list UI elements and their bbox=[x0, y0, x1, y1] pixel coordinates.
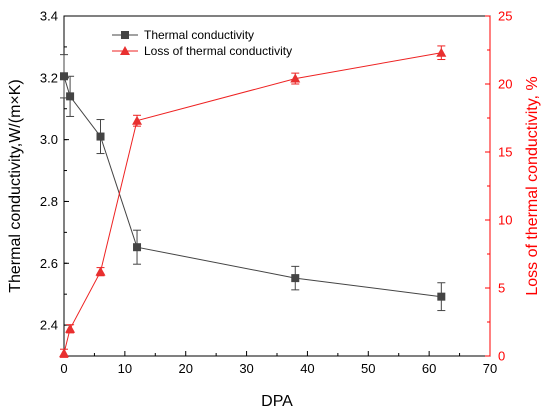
right-y-tick-label: 20 bbox=[498, 77, 512, 92]
x-tick-label: 60 bbox=[422, 361, 436, 376]
right-y-tick-label: 5 bbox=[498, 281, 505, 296]
right-y-tick-label: 0 bbox=[498, 349, 505, 364]
left-y-tick-label: 2.4 bbox=[40, 318, 58, 333]
series-line-loss bbox=[63, 52, 442, 354]
point-loss bbox=[65, 323, 76, 333]
point-thermal bbox=[60, 72, 68, 81]
point-thermal bbox=[437, 292, 446, 301]
left-y-tick-label: 2.6 bbox=[40, 256, 58, 271]
point-loss bbox=[59, 348, 69, 358]
right-y-tick-label: 25 bbox=[498, 9, 512, 24]
series-layer bbox=[59, 45, 447, 358]
left-y-tick-label: 3.2 bbox=[40, 70, 58, 85]
right-y-tick-label: 15 bbox=[498, 145, 512, 160]
point-thermal bbox=[96, 132, 105, 141]
x-axis-title: DPA bbox=[261, 393, 293, 410]
x-tick-label: 30 bbox=[239, 361, 253, 376]
left-y-tick-label: 2.8 bbox=[40, 194, 58, 209]
right-y-tick-label: 10 bbox=[498, 213, 512, 228]
point-loss bbox=[132, 115, 143, 125]
legend: Thermal conductivity Loss of thermal con… bbox=[112, 28, 292, 58]
plot-area-frame bbox=[63, 15, 491, 357]
point-loss bbox=[436, 47, 447, 57]
point-loss bbox=[290, 73, 301, 83]
left-axis-ticks: 2.4 2.6 2.8 3.0 3.2 3.4 bbox=[40, 9, 69, 357]
point-thermal bbox=[133, 243, 142, 252]
point-loss bbox=[95, 266, 106, 276]
left-y-tick-label: 3.4 bbox=[40, 9, 58, 24]
legend-label-loss: Loss of thermal conductivity bbox=[144, 44, 292, 58]
right-axis-title: Loss of thermal conductivity, % bbox=[524, 76, 541, 295]
left-axis-title: Thermal conductivity,W/(m×K) bbox=[7, 79, 24, 293]
x-axis-ticks: 0 10 20 30 40 50 60 70 bbox=[60, 351, 497, 376]
legend-label-thermal: Thermal conductivity bbox=[144, 28, 254, 42]
x-tick-label: 70 bbox=[483, 361, 497, 376]
left-y-tick-label: 3.0 bbox=[40, 132, 58, 147]
legend-marker-thermal bbox=[121, 31, 129, 39]
point-thermal bbox=[66, 92, 75, 101]
x-tick-label: 20 bbox=[178, 361, 192, 376]
legend-marker-loss bbox=[120, 46, 130, 55]
x-tick-label: 0 bbox=[60, 361, 67, 376]
x-tick-label: 40 bbox=[300, 361, 314, 376]
x-tick-label: 50 bbox=[361, 361, 375, 376]
right-axis-ticks: 0 5 10 15 20 25 bbox=[485, 9, 512, 364]
x-tick-label: 10 bbox=[118, 361, 132, 376]
point-thermal bbox=[291, 274, 300, 283]
